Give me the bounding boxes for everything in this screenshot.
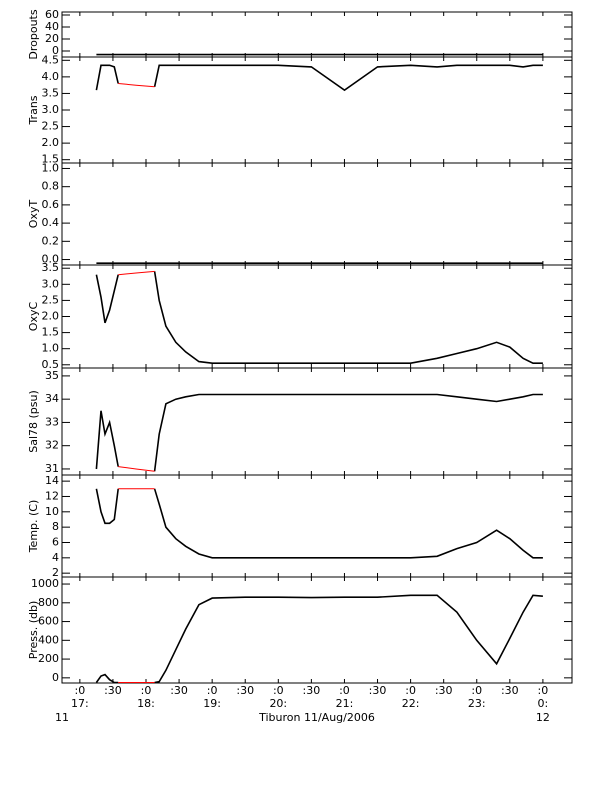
y-tick-label: 35 bbox=[45, 369, 59, 382]
x-hour-label: 17: bbox=[71, 697, 89, 710]
x-hour-label: 0: bbox=[538, 697, 549, 710]
y-tick-label: 0 bbox=[52, 671, 59, 684]
y-tick-label: 0.2 bbox=[42, 234, 60, 247]
x-hour-label: 19: bbox=[203, 697, 221, 710]
y-axis-label: Dropouts bbox=[27, 9, 40, 59]
y-tick-label: 3.0 bbox=[42, 103, 60, 116]
y-tick-label: 2.5 bbox=[42, 293, 60, 306]
y-tick-label: 0.4 bbox=[42, 216, 60, 229]
y-tick-label: 34 bbox=[45, 392, 59, 405]
y-tick-label: 0.8 bbox=[42, 180, 60, 193]
data-line bbox=[118, 466, 155, 472]
x-tick-label: :0 bbox=[141, 684, 152, 697]
y-tick-label: 32 bbox=[45, 439, 59, 452]
x-tick-label: :30 bbox=[104, 684, 122, 697]
data-line bbox=[95, 488, 543, 559]
y-tick-label: 1.0 bbox=[42, 342, 60, 355]
x-hour-label: 18: bbox=[137, 697, 155, 710]
data-line bbox=[95, 64, 543, 92]
y-tick-label: 4.5 bbox=[42, 53, 60, 66]
x-hour-label: 22: bbox=[402, 697, 420, 710]
panel-frame bbox=[61, 576, 573, 684]
y-tick-label: 20 bbox=[45, 32, 59, 45]
y-axis-label: Temp. (C) bbox=[27, 500, 40, 554]
data-line bbox=[95, 594, 543, 684]
x-tick-label: :0 bbox=[75, 684, 86, 697]
x-hour-label: 21: bbox=[336, 697, 354, 710]
y-tick-label: 1.0 bbox=[42, 161, 60, 174]
x-day-label: 12 bbox=[536, 711, 550, 724]
y-tick-label: 12 bbox=[45, 489, 59, 502]
x-hour-label: 20: bbox=[269, 697, 287, 710]
y-tick-label: 600 bbox=[38, 615, 59, 628]
x-tick-label: :0 bbox=[339, 684, 350, 697]
x-tick-label: :30 bbox=[501, 684, 519, 697]
panel-frame bbox=[61, 367, 573, 476]
y-tick-label: 1.5 bbox=[42, 153, 60, 166]
x-tick-label: :30 bbox=[303, 684, 321, 697]
x-tick-label: :0 bbox=[471, 684, 482, 697]
data-line bbox=[118, 83, 155, 88]
data-line bbox=[95, 393, 543, 472]
y-tick-label: 4.0 bbox=[42, 70, 60, 83]
y-tick-label: 2.5 bbox=[42, 120, 60, 133]
x-axis-label: Tiburon 11/Aug/2006 bbox=[258, 711, 375, 724]
x-tick-label: :0 bbox=[405, 684, 416, 697]
panel-frame bbox=[61, 474, 573, 578]
y-tick-label: 2.0 bbox=[42, 136, 60, 149]
y-axis-label: Sal78 (psu) bbox=[27, 390, 40, 453]
y-tick-label: 2 bbox=[52, 566, 59, 579]
panel-frame bbox=[61, 264, 573, 369]
y-tick-label: 3.0 bbox=[42, 277, 60, 290]
y-tick-label: 14 bbox=[45, 474, 59, 487]
y-tick-label: 3.5 bbox=[42, 261, 60, 274]
x-tick-label: :0 bbox=[207, 684, 218, 697]
y-tick-label: 0.0 bbox=[42, 253, 60, 266]
y-tick-label: 60 bbox=[45, 8, 59, 21]
y-tick-label: 2.0 bbox=[42, 310, 60, 323]
y-axis-label: OxyT bbox=[27, 200, 40, 229]
y-tick-label: 33 bbox=[45, 415, 59, 428]
panel-frame bbox=[61, 162, 573, 266]
y-tick-label: 6 bbox=[52, 535, 59, 548]
y-tick-label: 3.5 bbox=[42, 86, 60, 99]
y-tick-label: 31 bbox=[45, 462, 59, 475]
y-tick-label: 10 bbox=[45, 505, 59, 518]
x-tick-label: :30 bbox=[236, 684, 254, 697]
y-tick-label: 800 bbox=[38, 596, 59, 609]
y-tick-label: 8 bbox=[52, 520, 59, 533]
y-axis-label: OxyC bbox=[27, 302, 40, 332]
y-axis-label: Trans bbox=[27, 95, 40, 125]
x-tick-label: :30 bbox=[170, 684, 188, 697]
y-tick-label: 200 bbox=[38, 652, 59, 665]
y-tick-label: 4 bbox=[52, 551, 59, 564]
y-tick-label: 1000 bbox=[31, 577, 59, 590]
panel-frame bbox=[61, 11, 573, 58]
y-tick-label: 0.6 bbox=[42, 198, 60, 211]
panel-frame bbox=[61, 56, 573, 164]
data-line bbox=[118, 270, 155, 276]
y-tick-label: 40 bbox=[45, 20, 59, 33]
y-axis-label: Press. (db) bbox=[27, 601, 40, 660]
y-tick-label: 0.5 bbox=[42, 358, 60, 371]
x-hour-label: 23: bbox=[468, 697, 486, 710]
x-tick-label: :30 bbox=[369, 684, 387, 697]
y-tick-label: 0 bbox=[52, 44, 59, 57]
x-tick-label: :30 bbox=[435, 684, 453, 697]
x-day-label: 11 bbox=[55, 711, 69, 724]
data-line bbox=[95, 271, 543, 364]
y-tick-label: 400 bbox=[38, 633, 59, 646]
x-tick-label: :0 bbox=[273, 684, 284, 697]
y-tick-label: 1.5 bbox=[42, 326, 60, 339]
x-tick-label: :0 bbox=[538, 684, 549, 697]
